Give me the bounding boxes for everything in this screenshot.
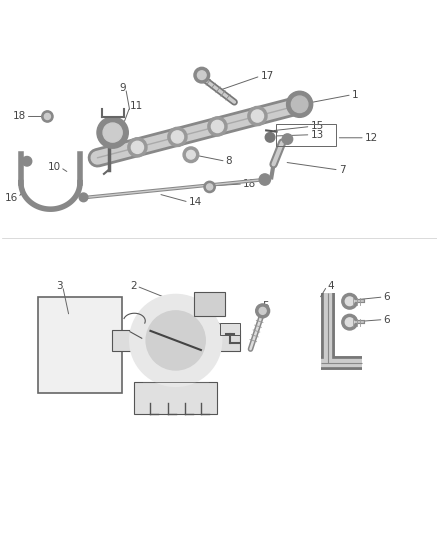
- Circle shape: [251, 110, 264, 122]
- Circle shape: [345, 318, 354, 327]
- Circle shape: [259, 308, 266, 314]
- Circle shape: [187, 150, 195, 159]
- Text: 12: 12: [365, 133, 378, 143]
- Circle shape: [54, 319, 106, 371]
- Circle shape: [97, 117, 128, 148]
- Text: 13: 13: [311, 130, 324, 140]
- Text: 9: 9: [119, 83, 126, 93]
- Circle shape: [212, 120, 223, 133]
- Circle shape: [286, 91, 313, 117]
- Circle shape: [128, 138, 147, 157]
- FancyBboxPatch shape: [194, 292, 225, 316]
- Circle shape: [131, 141, 144, 154]
- Circle shape: [183, 147, 199, 163]
- Text: 16: 16: [5, 193, 18, 203]
- Text: 2: 2: [130, 281, 137, 291]
- Circle shape: [44, 114, 50, 119]
- Circle shape: [345, 297, 354, 305]
- Text: 1: 1: [352, 90, 358, 100]
- Circle shape: [171, 131, 184, 143]
- Text: 11: 11: [130, 101, 143, 111]
- Circle shape: [130, 295, 221, 386]
- FancyBboxPatch shape: [214, 330, 240, 351]
- Circle shape: [248, 107, 267, 126]
- Circle shape: [208, 117, 227, 136]
- Circle shape: [265, 133, 275, 142]
- Circle shape: [48, 308, 60, 319]
- Circle shape: [100, 308, 112, 319]
- Text: 17: 17: [261, 71, 274, 81]
- FancyBboxPatch shape: [38, 297, 122, 393]
- Circle shape: [291, 96, 308, 112]
- FancyBboxPatch shape: [134, 382, 217, 414]
- Circle shape: [282, 134, 293, 144]
- Text: 5: 5: [263, 301, 269, 311]
- Circle shape: [146, 311, 205, 370]
- Text: 14: 14: [189, 197, 202, 207]
- Circle shape: [42, 111, 53, 122]
- Circle shape: [204, 181, 215, 192]
- Text: 19: 19: [197, 313, 211, 323]
- Text: 8: 8: [226, 156, 232, 166]
- Text: 10: 10: [47, 163, 60, 172]
- Circle shape: [79, 193, 88, 201]
- Circle shape: [198, 71, 206, 79]
- Circle shape: [48, 370, 60, 382]
- Circle shape: [194, 67, 210, 83]
- Circle shape: [342, 314, 357, 330]
- Text: 15: 15: [311, 122, 324, 132]
- Text: 6: 6: [384, 292, 390, 302]
- Text: 6: 6: [384, 314, 390, 325]
- Circle shape: [342, 294, 357, 309]
- Circle shape: [256, 304, 270, 318]
- Circle shape: [259, 174, 271, 185]
- Circle shape: [168, 127, 187, 147]
- Circle shape: [207, 184, 213, 190]
- Text: 18: 18: [243, 179, 256, 189]
- Text: 4: 4: [327, 281, 334, 291]
- Text: 3: 3: [56, 281, 63, 291]
- Text: 18: 18: [12, 111, 26, 122]
- Circle shape: [100, 370, 112, 382]
- FancyBboxPatch shape: [219, 322, 240, 335]
- FancyBboxPatch shape: [112, 330, 138, 351]
- Circle shape: [22, 157, 32, 166]
- Circle shape: [103, 123, 122, 142]
- Text: 7: 7: [339, 165, 346, 175]
